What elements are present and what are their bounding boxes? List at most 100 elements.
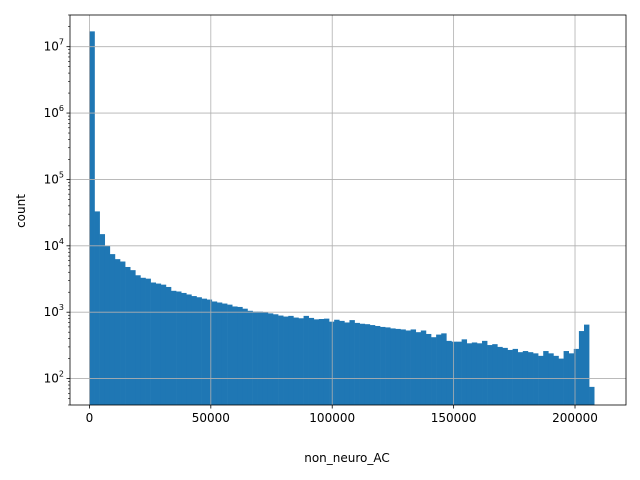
histogram-bar	[441, 333, 447, 405]
histogram-bar	[507, 349, 513, 405]
histogram-bar	[313, 319, 320, 405]
histogram-bar	[252, 311, 258, 405]
histogram-bar	[278, 315, 284, 405]
histogram-bar	[502, 347, 508, 405]
x-tick-label: 0	[86, 411, 94, 425]
axes: 0 50000 100000 150000 200000 102 103 104 105 106 1…	[44, 14, 627, 425]
histogram-bar	[364, 324, 371, 405]
histogram-bar	[558, 358, 564, 405]
x-tick-label: 100000	[309, 411, 355, 425]
histogram-bar	[568, 353, 575, 405]
histogram-bar	[446, 340, 452, 405]
histogram-bar	[538, 355, 544, 405]
histogram-bar	[216, 302, 223, 405]
histogram-bar	[456, 341, 462, 405]
histogram-bar	[160, 284, 167, 405]
histogram-bar	[262, 312, 269, 405]
y-tick-label: 102	[44, 370, 64, 386]
histogram-bar	[512, 348, 519, 405]
histogram-bar	[247, 310, 253, 405]
histogram-bar	[89, 31, 95, 406]
histogram-bar	[211, 301, 218, 405]
histogram-bar	[237, 306, 243, 405]
histogram-bar	[140, 277, 146, 405]
histogram-bar	[257, 311, 264, 405]
histogram-bar	[318, 319, 325, 405]
histogram-bar	[99, 234, 106, 405]
histogram-bar	[390, 328, 396, 405]
histogram-bar	[548, 353, 554, 405]
histogram-bar	[242, 308, 248, 405]
histogram-bar	[431, 337, 437, 405]
histogram-bar	[553, 355, 559, 405]
histogram-bar	[120, 261, 126, 405]
histogram-bar	[293, 317, 299, 405]
histogram-bar	[165, 286, 172, 405]
histogram-bar	[573, 348, 580, 405]
histogram-bar	[104, 245, 111, 405]
plot-frame	[69, 14, 627, 406]
histogram-bar	[497, 346, 503, 405]
y-tick-label: 105	[44, 170, 64, 186]
histogram-bar	[125, 266, 131, 405]
histogram-bar	[186, 294, 192, 405]
histogram-bar	[420, 330, 427, 405]
histogram-bar	[466, 343, 473, 405]
histogram-bar	[323, 318, 330, 405]
histogram-bar	[171, 290, 177, 405]
histogram-bar	[227, 304, 233, 405]
histogram-bar	[288, 315, 294, 405]
histogram-bar	[135, 275, 141, 405]
histogram-bar	[155, 283, 162, 405]
histogram-bar	[130, 270, 136, 405]
histogram-bar	[436, 334, 442, 405]
histogram-bar	[374, 325, 381, 405]
histogram-bar	[543, 351, 549, 405]
y-tick-label: 103	[44, 303, 64, 319]
histogram-bar	[482, 340, 488, 405]
histogram-bar	[385, 327, 391, 405]
histogram-bar	[522, 351, 529, 405]
histogram-bar	[283, 316, 289, 405]
histogram-bar	[201, 298, 207, 405]
histogram-bar	[471, 342, 478, 405]
histogram-bar	[267, 313, 274, 405]
histogram-bar	[492, 344, 498, 405]
histogram-bar	[145, 278, 151, 405]
histogram-bar	[344, 322, 350, 405]
y-tick-label: 107	[44, 38, 64, 54]
histogram-bar	[196, 297, 202, 405]
histogram-bar	[425, 333, 432, 405]
histogram-bars	[89, 31, 595, 406]
histogram-bar	[176, 291, 182, 405]
histogram-bar	[563, 351, 569, 405]
histogram-bar	[206, 299, 213, 405]
histogram-bar	[109, 254, 116, 405]
histogram-bar	[329, 321, 335, 405]
histogram-bar	[395, 328, 401, 405]
histogram-bar	[359, 323, 366, 405]
histogram-bar	[349, 320, 355, 405]
histogram-bar	[150, 282, 157, 405]
histogram-bar	[298, 318, 304, 405]
histogram-bar	[94, 211, 100, 405]
x-tick-label: 50000	[192, 411, 230, 425]
histogram-bar	[272, 314, 279, 405]
histogram-bar	[114, 259, 121, 405]
histogram-bar	[191, 296, 197, 405]
histogram-bar	[533, 353, 539, 405]
y-axis-label: count	[14, 194, 28, 228]
histogram-bar	[232, 306, 238, 405]
histogram-bar	[584, 324, 590, 405]
histogram-bar	[405, 330, 411, 405]
histogram-bar	[369, 325, 376, 405]
histogram-bar	[221, 303, 228, 405]
histogram-bar	[415, 332, 422, 405]
histogram-bar	[487, 345, 493, 405]
histogram-bar	[410, 329, 417, 405]
histogram-bar	[334, 319, 340, 405]
histogram-bar	[303, 315, 309, 405]
x-tick-label: 200000	[552, 411, 598, 425]
